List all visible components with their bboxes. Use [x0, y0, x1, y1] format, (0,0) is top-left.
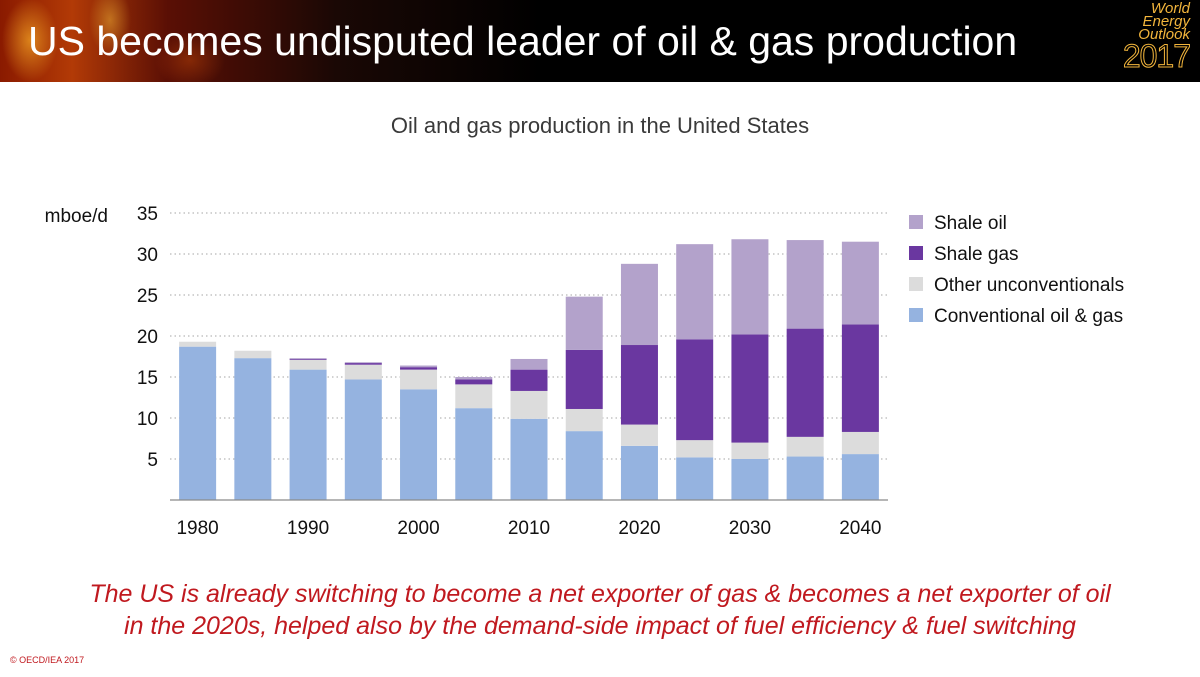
caption-line-2: in the 2020s, helped also by the demand-… [124, 612, 1076, 640]
stacked-bar-chart: mboe/d 5 10 15 20 25 30 35 1980 1990 2000 2010 202… [45, 204, 1125, 539]
bar-segment-shale-gas-2010 [510, 369, 548, 391]
bar-segment-conventional-oil-gas-2025 [676, 457, 714, 500]
bar-segment-conventional-oil-gas-2015 [565, 431, 603, 500]
legend-label: Shale oil [934, 213, 1007, 234]
world-energy-outlook-logo: World Energy Outlook 2017 [1110, 0, 1191, 80]
legend: Shale oil Shale gas Other unconventionals C… [909, 213, 1124, 327]
bar-segment-shale-oil-2040 [841, 241, 879, 325]
logo-line-1: World [1150, 0, 1190, 17]
chart-title: Oil and gas production in the United Sta… [390, 113, 810, 138]
copyright-notice: © OECD/IEA 2017 [10, 655, 85, 665]
x-tick-label: 2030 [729, 518, 771, 539]
bar-segment-other-unconventionals-1985 [234, 350, 272, 359]
bars [179, 239, 879, 500]
legend-swatch [909, 308, 923, 322]
bar-segment-other-unconventionals-2015 [565, 408, 603, 432]
x-tick-label: 2010 [508, 518, 550, 539]
y-tick-label: 15 [137, 368, 158, 389]
y-tick-label: 20 [137, 327, 158, 348]
legend-swatch [909, 246, 923, 260]
bar-segment-other-unconventionals-2005 [455, 384, 493, 409]
header-flare-decoration [0, 0, 260, 82]
y-tick-label: 10 [137, 409, 158, 430]
bar-segment-shale-gas-2000 [400, 367, 438, 370]
x-tick-label: 2000 [397, 518, 439, 539]
bar-segment-other-unconventionals-2030 [731, 442, 769, 459]
bar-segment-shale-gas-2020 [620, 345, 658, 425]
x-tick-label: 2020 [618, 518, 660, 539]
bar-segment-shale-oil-1995 [344, 362, 382, 364]
bar-segment-other-unconventionals-2025 [676, 440, 714, 458]
bar-segment-shale-oil-2020 [620, 263, 658, 346]
caption: The US is already switching to become a … [0, 578, 1200, 642]
bar-segment-shale-gas-2015 [565, 349, 603, 409]
bar-segment-shale-gas-2040 [841, 324, 879, 432]
bar-segment-conventional-oil-gas-2030 [731, 459, 769, 500]
bar-segment-shale-gas-2035 [786, 328, 824, 437]
x-tick-label: 1980 [176, 518, 218, 539]
bar-segment-other-unconventionals-1980 [179, 341, 217, 347]
bar-segment-shale-gas-1995 [344, 363, 382, 365]
bar-segment-other-unconventionals-1995 [344, 364, 382, 380]
bar-segment-shale-oil-2025 [676, 244, 714, 340]
legend-label: Conventional oil & gas [934, 306, 1123, 327]
y-tick-label: 30 [137, 245, 158, 266]
bar-segment-shale-gas-2030 [731, 334, 769, 443]
bar-segment-shale-oil-2015 [565, 296, 603, 350]
bar-segment-shale-oil-2035 [786, 240, 824, 329]
bar-segment-conventional-oil-gas-2005 [455, 408, 493, 500]
y-axis-ticks: 5 10 15 20 25 30 35 [137, 204, 158, 471]
bar-segment-shale-oil-2000 [400, 365, 438, 368]
x-tick-label: 1990 [287, 518, 329, 539]
logo-line-3: Outlook [1138, 26, 1190, 43]
logo-year: 2017 [1122, 38, 1191, 74]
bar-segment-other-unconventionals-2040 [841, 431, 879, 455]
header-banner: US becomes undisputed leader of oil & ga… [0, 0, 1200, 82]
x-tick-label: 2040 [839, 518, 881, 539]
bar-segment-conventional-oil-gas-1990 [289, 369, 327, 500]
bar-segment-other-unconventionals-1990 [289, 359, 327, 370]
y-axis-label: mboe/d [45, 206, 108, 227]
bar-segment-other-unconventionals-2020 [620, 424, 658, 446]
bar-segment-shale-oil-2030 [731, 239, 769, 335]
bar-segment-shale-oil-2005 [455, 377, 493, 380]
bar-segment-conventional-oil-gas-1995 [344, 379, 382, 500]
bar-segment-shale-oil-2010 [510, 358, 548, 370]
bar-segment-other-unconventionals-2000 [400, 369, 438, 390]
caption-line-1: The US is already switching to become a … [89, 580, 1111, 608]
bar-segment-conventional-oil-gas-1985 [234, 358, 272, 500]
bar-segment-conventional-oil-gas-2020 [620, 445, 658, 500]
bar-segment-other-unconventionals-2035 [786, 436, 824, 457]
bar-segment-conventional-oil-gas-2000 [400, 389, 438, 500]
bar-segment-conventional-oil-gas-2040 [841, 454, 879, 500]
y-tick-label: 25 [137, 286, 158, 307]
bar-segment-other-unconventionals-2010 [510, 390, 548, 419]
x-axis-ticks: 1980 1990 2000 2010 2020 2030 2040 [176, 518, 881, 539]
bar-segment-shale-gas-1990 [289, 358, 327, 360]
legend-label: Shale gas [934, 244, 1019, 265]
y-tick-label: 35 [137, 204, 158, 225]
page-title: US becomes undisputed leader of oil & ga… [28, 18, 1018, 64]
legend-label: Other unconventionals [934, 275, 1124, 296]
bar-segment-shale-gas-2025 [676, 339, 714, 441]
bar-segment-conventional-oil-gas-2035 [786, 456, 824, 500]
bar-segment-conventional-oil-gas-1980 [179, 346, 217, 500]
bar-segment-shale-gas-2005 [455, 379, 493, 385]
legend-swatch [909, 215, 923, 229]
bar-segment-shale-oil-1990 [289, 358, 327, 359]
y-tick-label: 5 [147, 450, 158, 471]
legend-swatch [909, 277, 923, 291]
logo-line-2: Energy [1142, 13, 1190, 30]
bar-segment-conventional-oil-gas-2010 [510, 418, 548, 500]
